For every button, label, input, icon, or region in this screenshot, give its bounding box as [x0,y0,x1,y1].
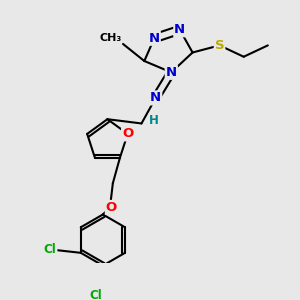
Text: O: O [122,128,133,140]
Text: H: H [149,114,159,127]
Text: Cl: Cl [44,244,56,256]
Text: N: N [150,92,161,104]
Text: N: N [174,23,185,36]
Text: N: N [166,66,177,79]
Text: N: N [149,32,160,45]
Text: CH₃: CH₃ [99,33,122,43]
Text: S: S [215,39,224,52]
Text: O: O [106,201,117,214]
Text: Cl: Cl [89,290,102,300]
